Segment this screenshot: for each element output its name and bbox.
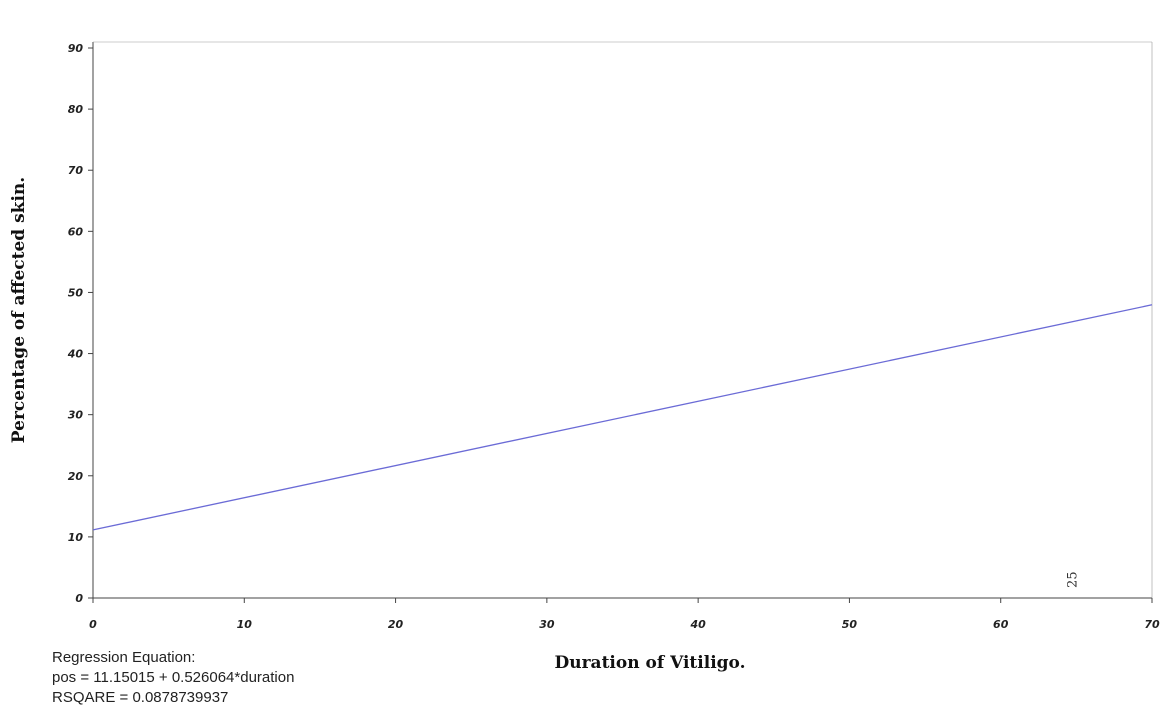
x-axis-label: Duration of Vitiligo. [555,653,746,673]
x-tick-label: 50 [842,618,858,631]
y-axis-label: Percentage of affected skin. [9,177,29,443]
annotation-label: 25 [1065,571,1080,588]
y-tick-label: 40 [67,348,84,361]
y-tick-label: 60 [68,225,84,238]
x-tick-label: 70 [1144,618,1160,631]
y-tick-label: 70 [68,164,84,177]
plot-frame [92,41,1153,599]
y-tick-label: 50 [68,286,84,299]
y-tick-label: 10 [68,531,84,544]
x-tick-label: 10 [237,618,253,631]
regression-equation: pos = 11.15015 + 0.526064*duration [52,669,295,686]
x-tick-label: 30 [539,618,555,631]
x-tick-label: 60 [993,618,1009,631]
y-tick-label: 0 [75,592,83,605]
series-layer [92,304,1153,531]
x-axis-ticks: 0 10 20 30 40 50 60 70 [89,598,1160,631]
y-tick-label: 80 [68,103,84,116]
annotation-layer: 25 [1065,571,1080,588]
regression-heading: Regression Equation: [52,649,196,666]
x-tick-label: 0 [89,618,97,631]
y-tick-label: 30 [68,409,84,422]
y-tick-label: 20 [68,470,84,483]
y-axis-ticks: 0 10 20 30 40 50 60 70 80 90 [67,42,93,605]
y-tick-label: 90 [68,42,84,55]
regression-block: Regression Equation: pos = 11.15015 + 0.… [52,648,294,708]
regression-rsquare: RSQARE = 0.0878739937 [52,689,229,706]
x-tick-label: 20 [388,618,404,631]
regression-line [92,304,1153,531]
x-tick-label: 40 [689,618,706,631]
